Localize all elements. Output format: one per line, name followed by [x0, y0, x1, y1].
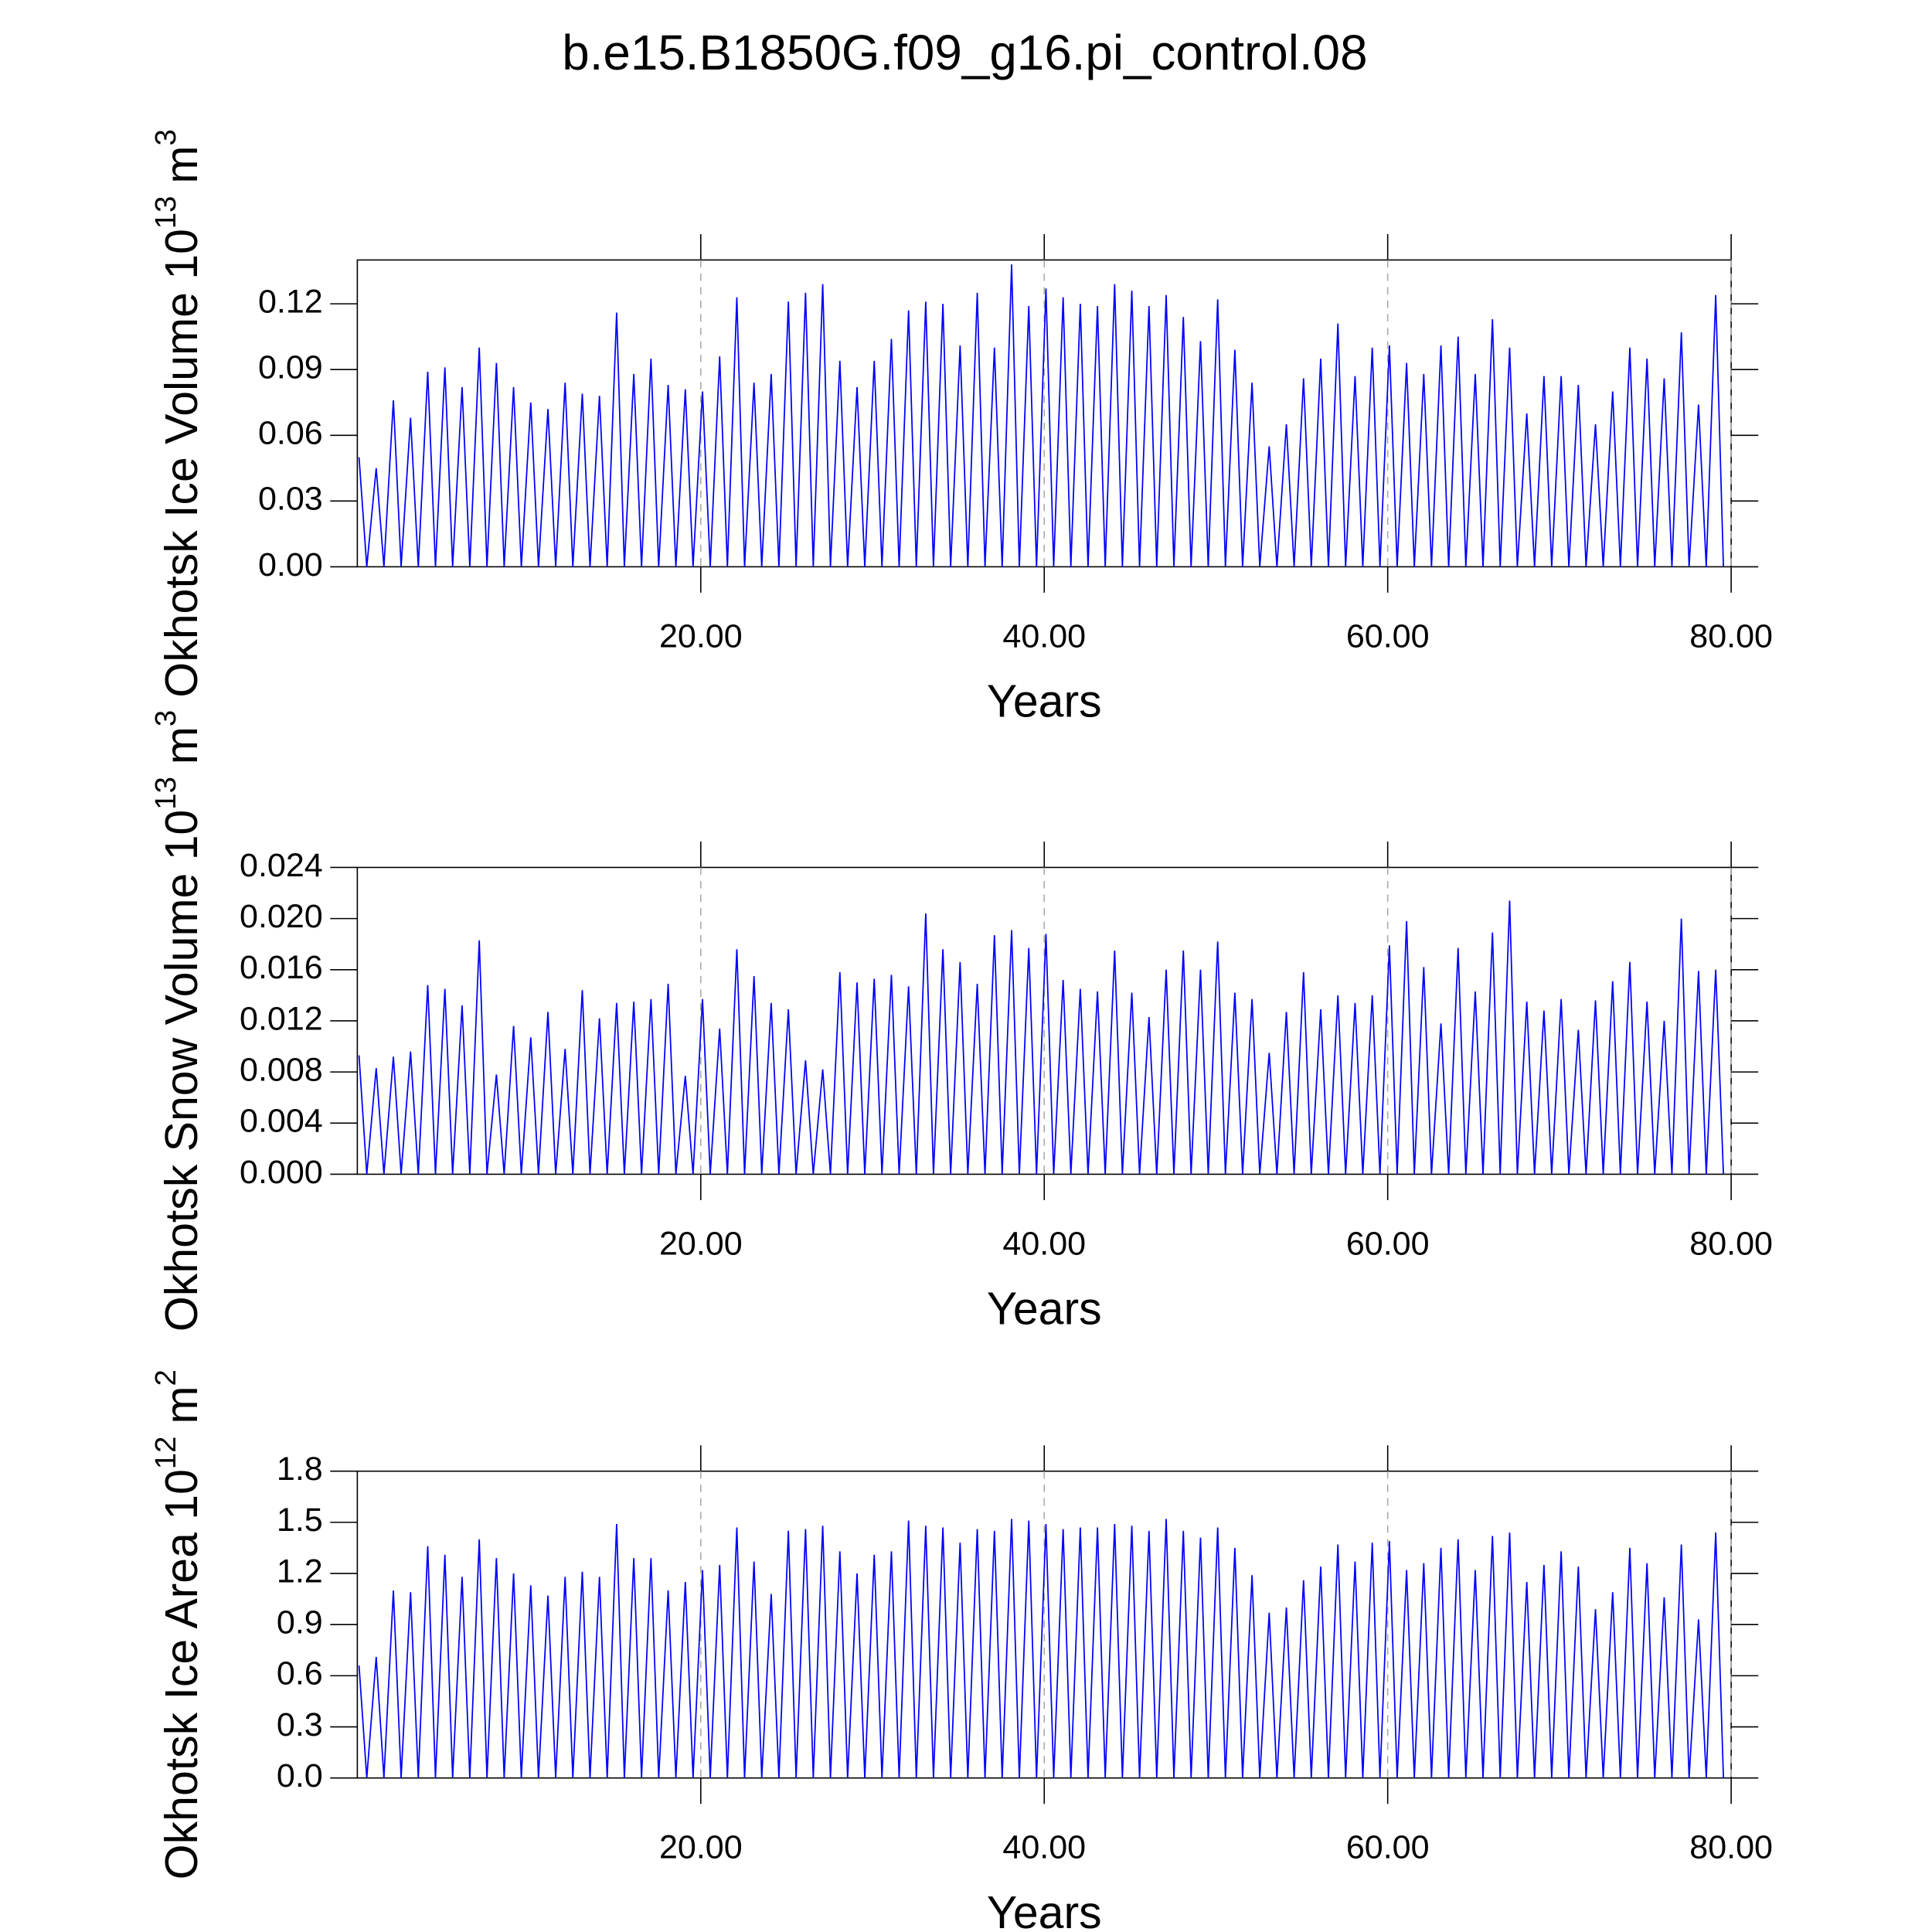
- y-axis-title: Okhotsk Ice Volume 1013 m3: [149, 129, 207, 697]
- x-tick-label: 20.00: [659, 1225, 743, 1262]
- y-axis-title-exp: 12: [149, 1437, 182, 1470]
- y-tick-label: 0.09: [258, 349, 323, 386]
- x-tick-label: 40.00: [1002, 1225, 1086, 1262]
- y-tick-label: 1.2: [277, 1553, 323, 1590]
- x-tick-label: 60.00: [1346, 1225, 1430, 1262]
- y-tick-label: 0.024: [240, 847, 323, 884]
- y-tick-label: 0.06: [258, 415, 323, 452]
- data-line: [358, 264, 1724, 567]
- y-tick-label: 0.008: [240, 1051, 323, 1088]
- y-axis-title-text: Okhotsk Snow Volume 10: [156, 810, 207, 1332]
- x-tick-label: 80.00: [1689, 1225, 1773, 1262]
- y-axis-title-exp: 13: [149, 196, 182, 230]
- y-axis-title-unit: m: [156, 1386, 207, 1423]
- data-line: [358, 1519, 1724, 1778]
- y-tick-label: 0.12: [258, 284, 323, 321]
- x-tick-label: 40.00: [1002, 1829, 1086, 1866]
- x-tick-label: 20.00: [659, 617, 743, 655]
- data-line: [358, 900, 1724, 1175]
- x-axis-title: Years: [987, 1284, 1102, 1335]
- y-tick-label: 0.00: [258, 546, 323, 583]
- y-axis-title-exp: 13: [149, 777, 182, 810]
- x-tick-label: 80.00: [1689, 1829, 1773, 1866]
- y-axis-title-unit-exp: 2: [149, 1369, 182, 1386]
- y-axis-title-text: Okhotsk Ice Volume 10: [156, 229, 207, 698]
- y-tick-label: 1.5: [277, 1502, 323, 1539]
- y-tick-label: 0.3: [277, 1706, 323, 1743]
- y-tick-label: 0.000: [240, 1154, 323, 1191]
- y-tick-label: 0.016: [240, 949, 323, 986]
- x-tick-label: 40.00: [1002, 617, 1086, 655]
- x-axis-title: Years: [987, 676, 1102, 727]
- x-tick-label: 60.00: [1346, 617, 1430, 655]
- y-tick-label: 0.9: [277, 1604, 323, 1641]
- y-tick-label: 0.004: [240, 1103, 323, 1140]
- y-axis-title-unit: m: [156, 726, 207, 764]
- y-tick-label: 0.03: [258, 481, 323, 518]
- y-tick-label: 0.0: [277, 1757, 323, 1794]
- x-tick-label: 60.00: [1346, 1829, 1430, 1866]
- figure-title: b.e15.B1850G.f09_g16.pi_control.08: [562, 25, 1367, 80]
- y-tick-label: 0.6: [277, 1655, 323, 1692]
- y-axis-title-unit: m: [156, 145, 207, 183]
- x-axis-title: Years: [987, 1887, 1102, 1932]
- y-axis-title-unit-exp: 3: [149, 710, 182, 726]
- y-tick-label: 1.8: [277, 1451, 323, 1488]
- x-tick-label: 80.00: [1689, 617, 1773, 655]
- y-axis-title-unit-exp: 3: [149, 129, 182, 145]
- y-axis-title-text: Okhotsk Ice Area 10: [156, 1469, 207, 1879]
- y-tick-label: 0.012: [240, 1000, 323, 1037]
- y-axis-title: Okhotsk Snow Volume 1013 m3: [149, 710, 207, 1332]
- y-tick-label: 0.020: [240, 898, 323, 935]
- x-tick-label: 20.00: [659, 1829, 743, 1866]
- y-axis-title: Okhotsk Ice Area 1012 m2: [149, 1369, 207, 1879]
